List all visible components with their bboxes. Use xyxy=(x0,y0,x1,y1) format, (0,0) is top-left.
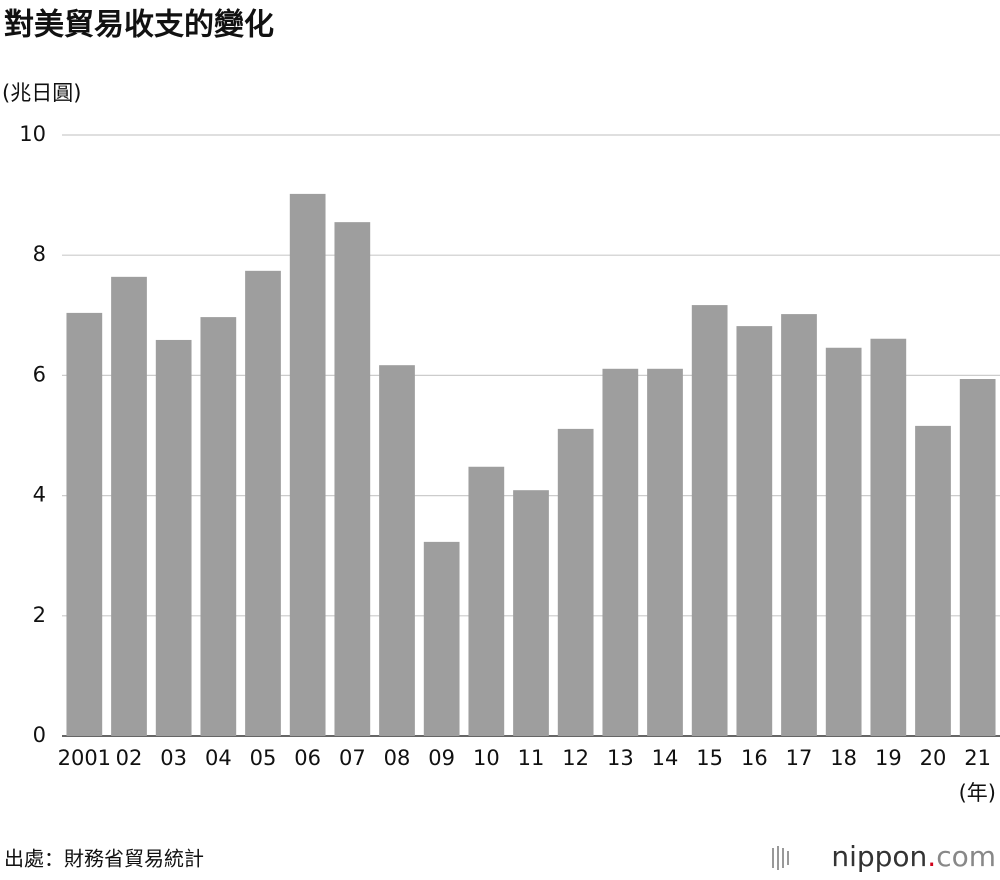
bar xyxy=(915,425,951,736)
x-tick-label: 18 xyxy=(830,746,857,770)
x-tick-label: 12 xyxy=(562,746,589,770)
bar xyxy=(557,428,594,736)
x-tick-label: 17 xyxy=(786,746,813,770)
bar xyxy=(289,193,326,736)
x-tick-label: 15 xyxy=(696,746,723,770)
x-tick-label: 14 xyxy=(652,746,679,770)
x-tick-label: 02 xyxy=(116,746,143,770)
bar xyxy=(870,338,907,736)
x-tick-label: 05 xyxy=(250,746,277,770)
bar xyxy=(781,314,817,736)
x-tick-label: 03 xyxy=(160,746,187,770)
x-tick-label: 19 xyxy=(875,746,902,770)
x-tick-label: 13 xyxy=(607,746,634,770)
bar xyxy=(155,339,192,736)
brand-dot: . xyxy=(927,840,936,873)
source: 出處：財務省貿易統計 xyxy=(4,847,204,871)
logo-bars xyxy=(772,846,789,870)
bar xyxy=(111,276,147,736)
x-tick-label: 09 xyxy=(428,746,455,770)
brand-tld: com xyxy=(936,840,996,873)
bar xyxy=(334,222,371,736)
bar xyxy=(602,368,639,736)
brand-name: nippon xyxy=(831,840,927,873)
x-tick-label: 06 xyxy=(294,746,321,770)
bar xyxy=(245,270,281,736)
bar xyxy=(468,466,505,736)
y-tick-label: 8 xyxy=(33,242,46,266)
bar xyxy=(825,347,862,736)
bar xyxy=(513,490,549,736)
y-tick-label: 6 xyxy=(33,362,46,386)
bar xyxy=(200,317,237,736)
bar xyxy=(647,368,683,736)
brand: nippon.com xyxy=(831,840,996,873)
x-axis-label: (年) xyxy=(959,781,996,805)
bar xyxy=(959,379,996,736)
bar xyxy=(379,365,415,736)
x-tick-label: 2001 xyxy=(58,746,111,770)
chart-title: 對美貿易收支的變化 xyxy=(4,8,274,43)
bar xyxy=(66,312,103,736)
bar xyxy=(423,541,460,736)
x-tick-label: 11 xyxy=(518,746,545,770)
x-tick-label: 10 xyxy=(473,746,500,770)
x-tick-label: 21 xyxy=(964,746,991,770)
y-tick-label: 10 xyxy=(19,122,46,146)
x-tick-label: 07 xyxy=(339,746,366,770)
y-axis-label: (兆日圓) xyxy=(2,81,81,105)
y-tick-label: 4 xyxy=(33,483,46,507)
x-tick-label: 20 xyxy=(920,746,947,770)
x-tick-label: 04 xyxy=(205,746,232,770)
x-tick-label: 08 xyxy=(384,746,411,770)
x-tick-label: 16 xyxy=(741,746,768,770)
bar xyxy=(736,326,773,736)
y-tick-label: 0 xyxy=(33,723,46,747)
y-tick-label: 2 xyxy=(33,603,46,627)
bar xyxy=(691,305,728,736)
